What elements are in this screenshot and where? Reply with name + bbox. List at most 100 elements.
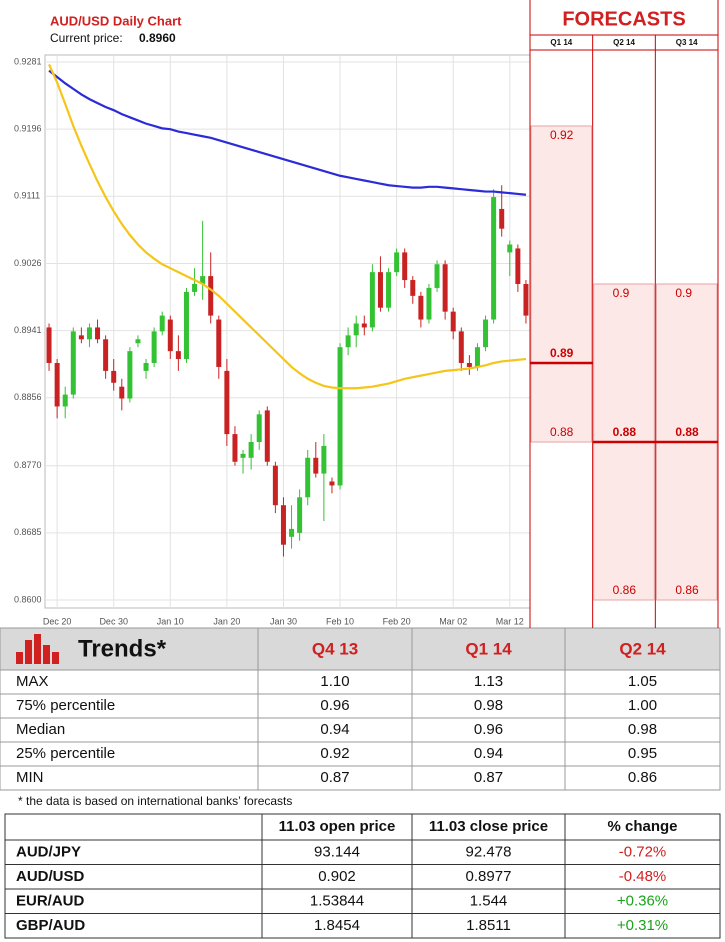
cell-value: 1.13 (474, 673, 503, 690)
candle-body (208, 276, 214, 316)
table-row (4, 913, 721, 939)
candle-body (515, 248, 521, 284)
cell-value: 0.94 (474, 745, 503, 762)
trends-icon (16, 634, 59, 664)
candle-body (46, 327, 52, 363)
candle-body (499, 208, 505, 229)
table-row (0, 765, 721, 791)
candle-body (491, 197, 497, 320)
icon-bar (16, 652, 23, 664)
row-label: AUD/USD (16, 868, 85, 885)
x-tick-label: Feb 20 (383, 616, 411, 626)
candle-body (111, 370, 117, 383)
forecast-title: FORECASTS (562, 8, 685, 30)
cell-value: 0.8977 (466, 868, 512, 885)
plot-area (44, 54, 531, 609)
candle-body (248, 441, 254, 458)
cell-value: 1.53844 (310, 892, 364, 909)
candle-body (167, 319, 173, 352)
x-tick-label: Jan 30 (270, 616, 297, 626)
candle-body (297, 497, 303, 533)
moving-average (48, 63, 527, 390)
forecast-range (530, 125, 593, 443)
row-label: AUD/JPY (16, 843, 81, 860)
column-header: 11.03 close price (429, 818, 548, 835)
candle-body (466, 362, 472, 367)
cell-value: 0.86 (628, 769, 657, 786)
candle-body (151, 331, 157, 363)
candle-body (458, 331, 464, 363)
cell-value: +0.31% (617, 917, 668, 934)
cell-value: 0.96 (320, 697, 349, 714)
median-label: 0.88 (613, 425, 637, 439)
candle-body (507, 244, 513, 253)
cell-value: 1.10 (320, 673, 349, 690)
column-header: Q4 13 (312, 639, 358, 658)
cell-value: -0.48% (619, 868, 667, 885)
candle-body (386, 272, 392, 308)
candle-body (426, 287, 432, 320)
column-header: 11.03 open price (279, 818, 396, 835)
cell-value: 1.8454 (314, 917, 360, 934)
y-tick-label: 0.8600 (14, 594, 42, 604)
candle-body (86, 327, 92, 340)
candle-body (305, 457, 311, 498)
candle-body (434, 264, 440, 288)
candle-body (119, 386, 125, 399)
candle-body (70, 331, 76, 395)
min-label: 0.88 (550, 425, 574, 439)
candle-body (337, 347, 343, 486)
row-label: MAX (16, 673, 49, 690)
cell-value: 1.8511 (466, 917, 511, 934)
y-tick-label: 0.8941 (14, 325, 42, 335)
candle-body (175, 351, 181, 360)
candle-body (410, 280, 416, 296)
min-label: 0.86 (613, 583, 637, 597)
cell-value: +0.36% (617, 892, 668, 909)
candle-body (329, 481, 335, 486)
cell-value: 93.144 (314, 843, 360, 860)
x-tick-label: Dec 30 (99, 616, 128, 626)
y-tick-label: 0.8770 (14, 460, 42, 470)
candle-body (523, 283, 529, 316)
max-label: 0.92 (550, 128, 574, 142)
trends-header (0, 627, 721, 671)
icon-bar (43, 645, 50, 664)
cell-value: 1.544 (470, 892, 508, 909)
cell-value: 0.96 (474, 721, 503, 738)
y-tick-label: 0.9026 (14, 258, 42, 268)
cell-value: 1.00 (628, 697, 657, 714)
candle-body (402, 252, 408, 281)
candle-body (183, 291, 189, 360)
candle-body (264, 410, 270, 462)
candle-body (418, 295, 424, 320)
chart-title: AUD/USD Daily Chart (50, 13, 182, 28)
column-header: % change (607, 818, 677, 835)
cell-value: 0.94 (320, 721, 349, 738)
candle-body (78, 335, 84, 340)
candle-body (353, 323, 359, 336)
trends-title: Trends* (78, 635, 167, 662)
candle-body (232, 434, 238, 462)
row-label: EUR/AUD (16, 892, 85, 909)
max-label: 0.9 (613, 286, 630, 300)
candle-body (62, 394, 68, 407)
candle-body (483, 319, 489, 348)
x-tick-label: Dec 20 (43, 616, 72, 626)
x-tick-label: Mar 02 (439, 616, 467, 626)
row-label: 75% percentile (16, 697, 115, 714)
candle-body (256, 414, 262, 442)
y-tick-label: 0.8685 (14, 527, 42, 537)
cell-value: 0.98 (474, 697, 503, 714)
candle-body (361, 323, 367, 328)
column-header: Q1 14 (550, 38, 572, 47)
candle-body (280, 505, 286, 545)
x-tick-label: Feb 10 (326, 616, 354, 626)
icon-bar (52, 652, 59, 664)
column-header: Q2 14 (613, 38, 635, 47)
candle-body (200, 276, 206, 284)
candle-body (321, 445, 327, 474)
candle-body (135, 339, 141, 344)
y-tick-label: 0.8856 (14, 392, 42, 402)
median-label: 0.88 (675, 425, 699, 439)
